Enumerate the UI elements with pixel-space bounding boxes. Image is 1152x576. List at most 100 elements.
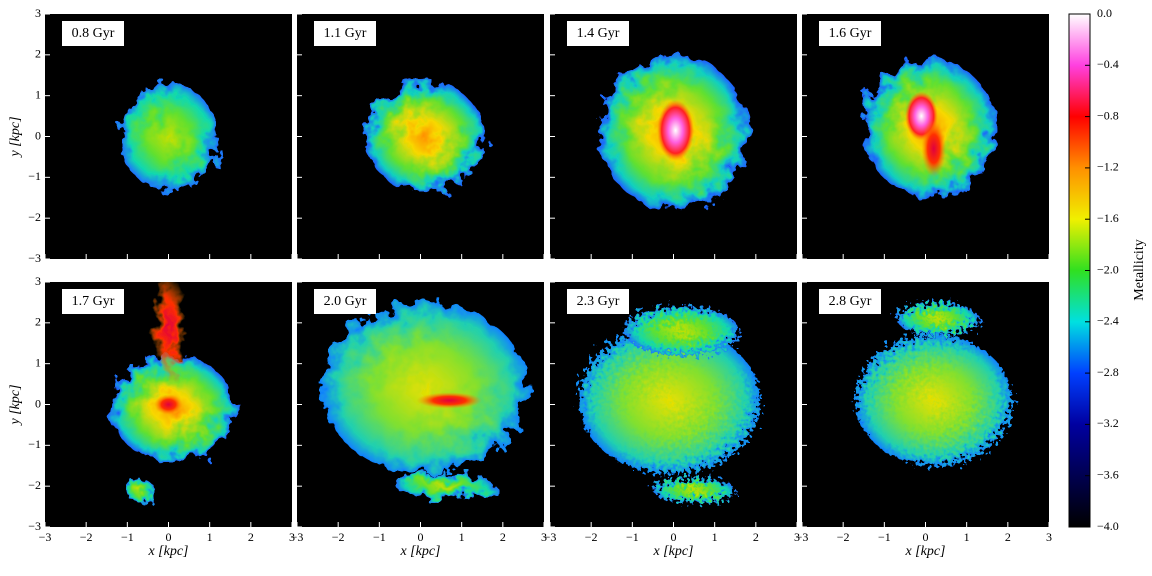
metallicity-region	[125, 478, 155, 503]
x-tick-label: 0	[166, 530, 172, 544]
map	[863, 58, 996, 198]
colorbar-tick-label: 0.0	[1097, 6, 1112, 20]
panel: 1.7 Gyr −3 −2 −1 0 1 2 3 −3 −2 −1 0 1 2 3 x [kpc] y [kpc…	[8, 274, 295, 559]
panel-label: 1.6 Gyr	[829, 26, 872, 41]
x-tick-label: −2	[80, 530, 93, 544]
map	[321, 302, 528, 499]
y-tick-label: 1	[35, 87, 41, 101]
metallicity-region	[896, 302, 980, 336]
metallicity-region	[154, 282, 183, 380]
panel: 0.8 Gyr −3 −2 −1 0 1 2 3 y [kpc]	[8, 6, 293, 265]
metallicity-region	[119, 83, 218, 190]
colorbar-tick-label: −4.0	[1097, 519, 1119, 533]
label-box	[62, 289, 124, 314]
map	[599, 54, 748, 210]
panel-label: 2.8 Gyr	[829, 294, 872, 309]
x-axis-label: x [kpc]	[399, 544, 440, 559]
x-tick-label: 1	[207, 530, 213, 544]
map	[119, 83, 218, 190]
x-axis-label: x [kpc]	[652, 544, 693, 559]
x-tick-label: −1	[121, 530, 134, 544]
colorbar-tick-label: −0.4	[1097, 57, 1119, 71]
metallicity-region	[578, 326, 760, 474]
panel-label: 1.7 Gyr	[72, 294, 115, 309]
metallicity-region	[416, 392, 483, 409]
x-tick-label: −3	[291, 530, 304, 544]
metallicity-region	[624, 306, 740, 356]
x-tick-label: 1	[459, 530, 465, 544]
x-tick-label: 0	[923, 530, 929, 544]
metallicity-region	[652, 478, 736, 503]
panel-label: 2.3 Gyr	[577, 294, 620, 309]
x-tick-label: 1	[712, 530, 718, 544]
panel: 1.4 Gyr	[549, 13, 798, 260]
panel: 2.3 Gyr −3 −2 −1 0 1 2 3 x [kpc]	[544, 281, 800, 559]
x-tick-label: −2	[585, 530, 598, 544]
x-tick-label: −3	[796, 530, 809, 544]
panel-label: 0.8 Gyr	[72, 26, 115, 41]
panel: 1.6 Gyr	[801, 13, 1050, 260]
y-tick-label: −1	[28, 437, 41, 451]
panel-label: 1.4 Gyr	[577, 26, 620, 41]
colorbar-tick-label: −3.2	[1097, 416, 1119, 430]
x-tick-label: −3	[544, 530, 557, 544]
colorbar-tick-label: −2.8	[1097, 365, 1119, 379]
x-tick-label: 2	[500, 530, 506, 544]
label-box	[819, 289, 881, 314]
label-box	[567, 21, 629, 46]
colorbar-tick-label: −2.4	[1097, 314, 1119, 328]
x-tick-label: −1	[373, 530, 386, 544]
y-tick-label: 2	[35, 47, 41, 61]
y-tick-label: −1	[28, 169, 41, 183]
y-tick-label: 3	[35, 6, 41, 20]
x-tick-label: −1	[878, 530, 891, 544]
y-axis-label: y [kpc]	[8, 384, 23, 426]
map	[110, 282, 235, 503]
label-box	[819, 21, 881, 46]
y-tick-label: −3	[28, 519, 41, 533]
x-tick-label: −1	[626, 530, 639, 544]
colorbar-tick-label: −1.6	[1097, 211, 1119, 225]
y-tick-label: 1	[35, 355, 41, 369]
y-tick-label: −2	[28, 478, 41, 492]
x-tick-label: 2	[753, 530, 759, 544]
metallicity-region	[395, 473, 495, 499]
colorbar-tick-label: −0.8	[1097, 108, 1119, 122]
x-axis-label: x [kpc]	[904, 544, 945, 559]
y-tick-label: 2	[35, 315, 41, 329]
x-tick-label: 3	[541, 530, 547, 544]
colorbar-tick-label: −1.2	[1097, 160, 1119, 174]
panel: 1.1 Gyr	[296, 13, 545, 260]
y-axis-label: y [kpc]	[8, 116, 23, 158]
y-tick-label: −3	[28, 251, 41, 265]
label-box	[567, 289, 629, 314]
y-tick-label: −2	[28, 210, 41, 224]
label-box	[314, 289, 376, 314]
x-axis-label: x [kpc]	[147, 544, 188, 559]
y-tick-label: 0	[35, 128, 41, 142]
colorbar-tick-label: −3.6	[1097, 467, 1119, 481]
x-tick-label: −2	[837, 530, 850, 544]
map	[578, 306, 760, 503]
metallicity-region	[657, 99, 695, 161]
y-tick-label: 0	[35, 396, 41, 410]
colorbar-tick-label: −2.0	[1097, 262, 1119, 276]
x-tick-label: 2	[248, 530, 254, 544]
x-tick-label: 0	[418, 530, 424, 544]
x-tick-label: −2	[332, 530, 345, 544]
metallicity-region	[154, 394, 183, 415]
map	[855, 302, 1012, 466]
panel: 2.8 Gyr −3 −2 −1 0 1 2 3 x [kpc]	[796, 281, 1052, 559]
x-tick-label: 3	[289, 530, 295, 544]
x-tick-label: 0	[671, 530, 677, 544]
x-tick-label: 3	[1046, 530, 1052, 544]
metallicity-region	[364, 81, 485, 192]
x-tick-label: 1	[964, 530, 970, 544]
panel-label: 1.1 Gyr	[324, 26, 367, 41]
metallicity-region	[321, 302, 528, 474]
x-tick-label: 3	[794, 530, 800, 544]
label-box	[314, 21, 376, 46]
panel-label: 2.0 Gyr	[324, 294, 367, 309]
metallicity-region	[855, 335, 1012, 466]
